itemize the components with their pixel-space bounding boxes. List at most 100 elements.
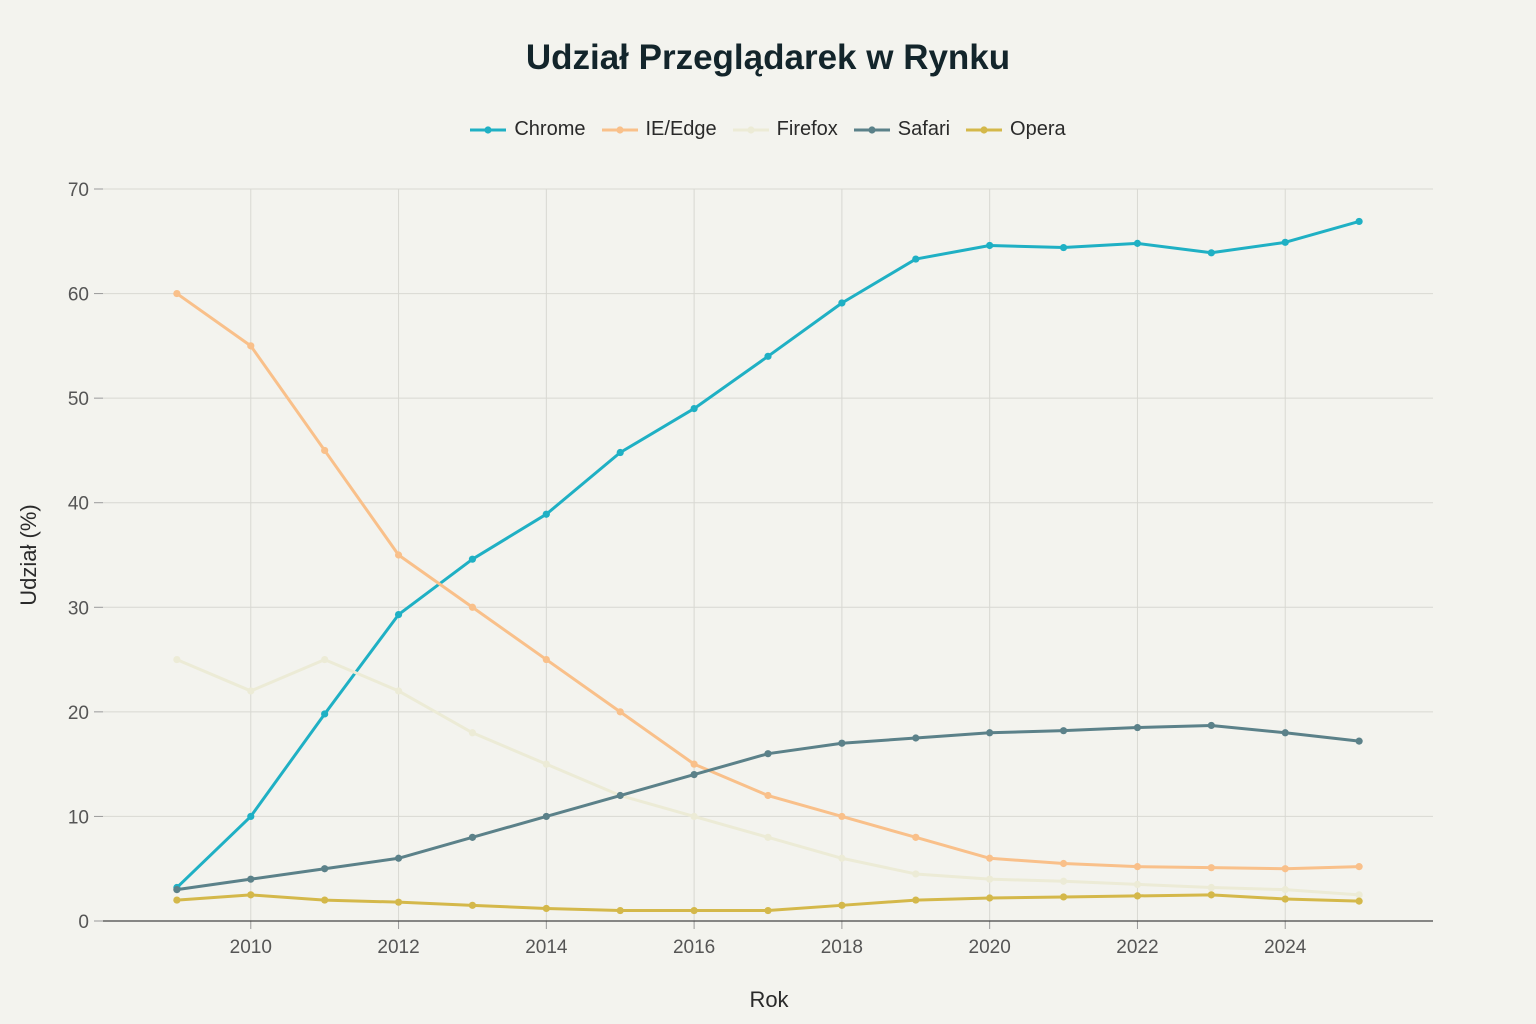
data-point-opera (542, 904, 550, 913)
data-point-chrome (690, 405, 698, 413)
data-point-chrome (1355, 217, 1363, 226)
data-point-ie-edge (1207, 864, 1215, 872)
data-point-firefox (321, 655, 329, 664)
data-point-opera (247, 891, 255, 899)
data-point-firefox (986, 875, 994, 883)
data-point-ie-edge (1133, 863, 1142, 871)
data-point-ie-edge (1355, 863, 1363, 871)
data-point-safari (838, 739, 846, 747)
data-point-safari (690, 771, 698, 779)
data-point-chrome (468, 555, 477, 563)
data-point-firefox (1059, 877, 1068, 885)
data-point-chrome (616, 448, 624, 457)
data-point-ie-edge (542, 655, 550, 664)
data-point-ie-edge (912, 833, 920, 841)
data-point-ie-edge (1059, 859, 1068, 868)
data-point-chrome (764, 352, 772, 360)
data-point-chrome (986, 241, 994, 250)
data-point-firefox (1281, 886, 1289, 894)
legend-swatch-chrome (470, 125, 507, 134)
data-point-chrome (1207, 249, 1215, 257)
y-axis-title: Udział (%) (16, 504, 41, 605)
legend-swatch-ie-edge (601, 125, 638, 134)
data-point-firefox (838, 854, 846, 862)
data-point-firefox (1207, 883, 1215, 892)
x-axis-title: Rok (749, 987, 789, 1012)
data-point-chrome (912, 255, 920, 263)
y-tick-label: 60 (68, 285, 89, 306)
data-point-firefox (912, 870, 920, 878)
y-tick-label: 30 (68, 598, 89, 619)
data-point-opera (1059, 893, 1068, 901)
data-point-ie-edge (986, 854, 994, 862)
legend-marker-ie-edge (615, 125, 624, 134)
data-point-ie-edge (173, 289, 181, 298)
data-point-safari (247, 875, 255, 883)
data-point-opera (912, 896, 920, 904)
data-point-chrome (1133, 239, 1142, 247)
legend-item-ie-edge: IE/Edge (601, 118, 717, 141)
data-point-firefox (173, 655, 181, 664)
x-tick-label: 2018 (821, 937, 863, 958)
y-tick-label: 20 (68, 703, 89, 724)
series-line-ie-edge (175, 292, 1361, 871)
data-point-opera (468, 901, 477, 909)
data-point-opera (690, 906, 698, 915)
data-point-opera (1207, 891, 1215, 899)
legend-swatch-opera (966, 125, 1003, 134)
legend-label-opera: Opera (1010, 118, 1066, 140)
data-point-safari (1059, 727, 1068, 735)
data-point-safari (986, 729, 994, 737)
legend-item-firefox: Firefox (732, 118, 838, 141)
legend-label-ie-edge: IE/Edge (645, 118, 717, 140)
legend-label-safari: Safari (897, 118, 951, 140)
data-point-safari (616, 791, 624, 800)
data-point-chrome (247, 812, 255, 821)
legend-marker-safari (868, 125, 876, 134)
data-point-chrome (321, 710, 329, 718)
series-line-safari (175, 723, 1361, 892)
y-tick-label: 50 (68, 389, 89, 410)
data-point-ie-edge (394, 551, 403, 559)
data-point-firefox (764, 833, 772, 841)
data-point-chrome (394, 611, 403, 619)
data-point-ie-edge (764, 791, 772, 800)
data-point-ie-edge (690, 760, 698, 768)
data-point-safari (394, 854, 403, 862)
legend: Chrome IE/Edge Firefox Safari Opera (0, 118, 1536, 141)
data-point-ie-edge (616, 708, 624, 716)
x-tick-label: 2014 (525, 937, 568, 958)
data-point-opera (321, 896, 329, 904)
data-point-firefox (394, 687, 403, 695)
data-point-safari (321, 865, 329, 873)
legend-item-chrome: Chrome (470, 118, 586, 141)
data-point-opera (173, 896, 181, 904)
data-point-safari (1207, 721, 1215, 730)
data-point-firefox (542, 760, 550, 768)
x-tick-label: 2020 (969, 937, 1011, 958)
data-point-safari (764, 750, 772, 758)
data-point-safari (912, 734, 920, 742)
data-point-ie-edge (1281, 865, 1289, 873)
data-point-opera (764, 906, 772, 915)
legend-item-opera: Opera (966, 118, 1066, 141)
legend-swatch-safari (853, 125, 890, 134)
series-line-chrome (175, 219, 1361, 890)
series-line-firefox (175, 658, 1361, 897)
legend-marker-opera (980, 125, 988, 134)
data-point-opera (986, 894, 994, 902)
data-point-opera (1133, 892, 1142, 900)
data-point-ie-edge (321, 446, 329, 455)
data-point-firefox (247, 687, 255, 695)
chart-title: Udział Przeglądarek w Rynku (525, 38, 1011, 77)
legend-label-firefox: Firefox (776, 118, 838, 140)
data-point-opera (1281, 895, 1289, 903)
data-point-safari (468, 833, 477, 841)
x-tick-label: 2022 (1116, 937, 1158, 958)
y-tick-label: 0 (78, 912, 89, 933)
data-point-safari (542, 812, 550, 821)
y-tick-label: 40 (68, 494, 89, 515)
data-point-opera (616, 906, 624, 915)
